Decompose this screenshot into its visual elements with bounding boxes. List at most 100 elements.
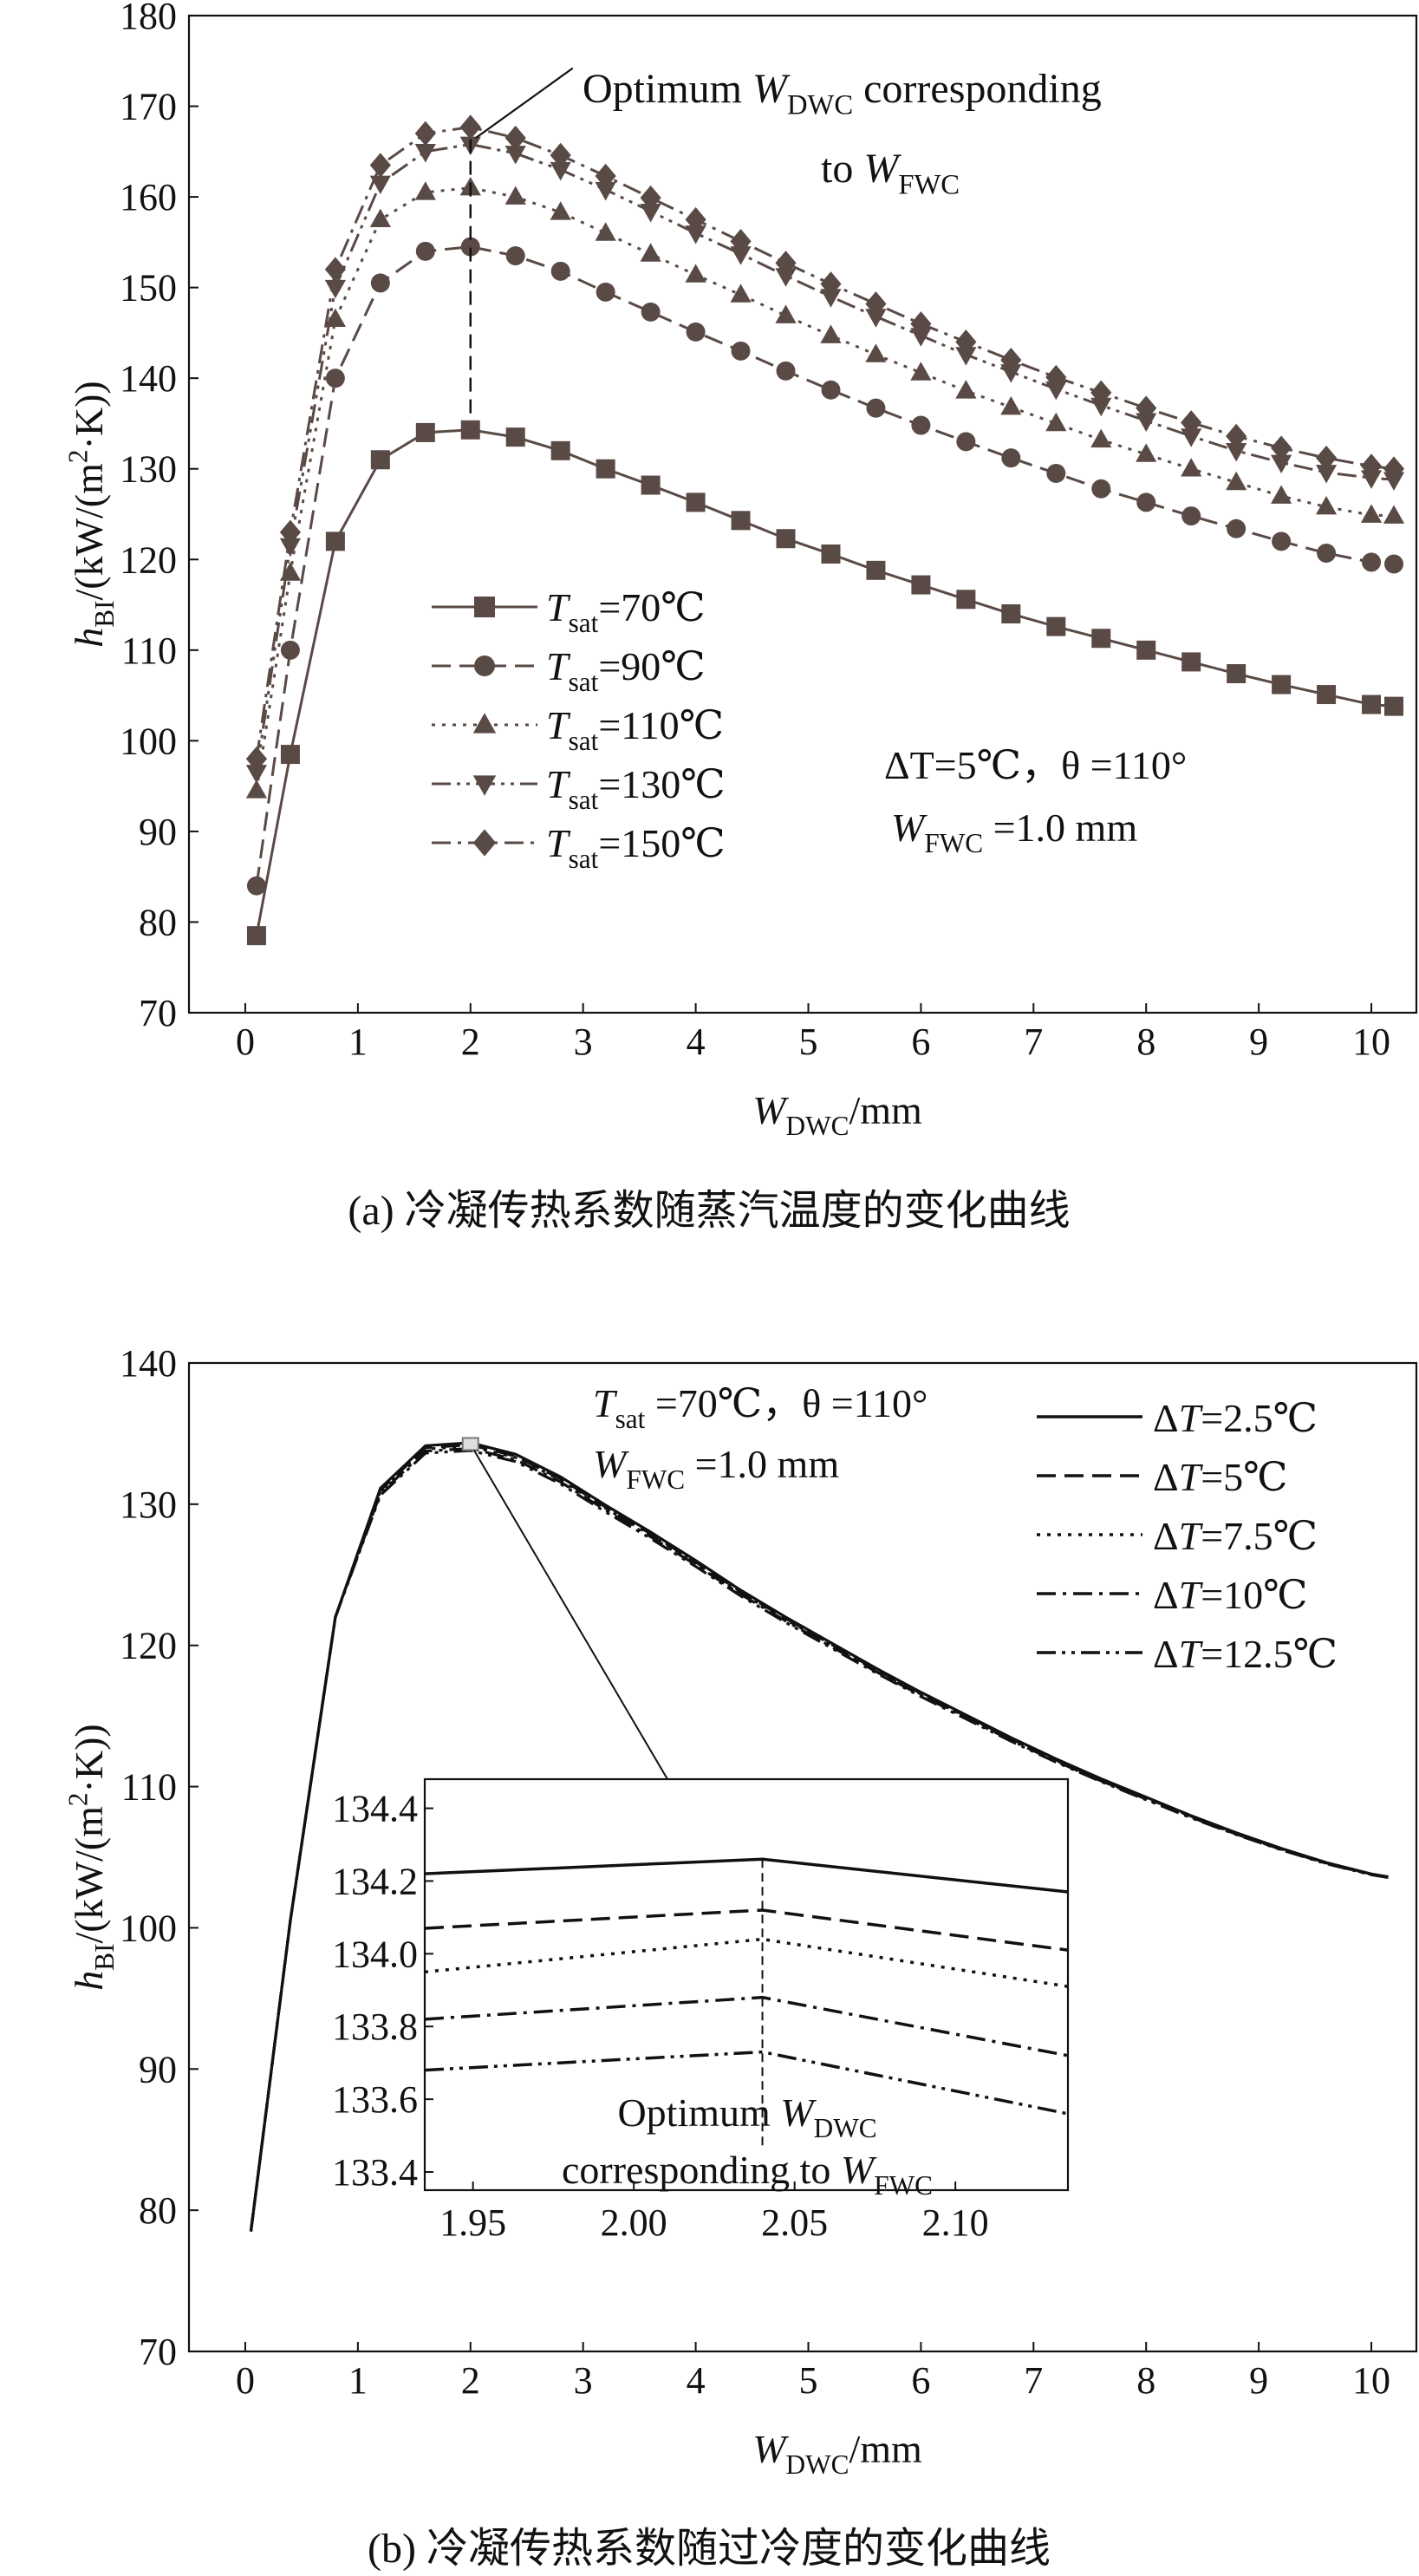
data-point-s1-12 [776, 361, 796, 381]
inset-annotation-2: corresponding to WFWC [562, 2148, 933, 2201]
x-tick-label: 6 [911, 1021, 930, 1063]
data-point-s4-8 [595, 163, 616, 189]
data-point-s3-21 [1181, 428, 1202, 447]
x-tick-label: 1 [348, 2359, 368, 2402]
y-tick-label: 80 [139, 2189, 177, 2232]
data-point-s4-20 [1136, 395, 1157, 421]
data-point-s1-14 [866, 398, 886, 418]
y-tick-label: 90 [139, 811, 177, 853]
data-point-s4-16 [955, 329, 977, 355]
annotation-text-2: to WFWC [821, 146, 960, 200]
data-point-s4-23 [1271, 435, 1292, 460]
data-point-s1-10 [686, 322, 706, 342]
data-point-s2-8 [595, 222, 616, 241]
data-point-s3-24 [1315, 465, 1338, 484]
data-point-s2-6 [504, 186, 526, 205]
inset-y-tick-label: 133.8 [332, 2005, 418, 2048]
data-point-s0-22 [1227, 664, 1247, 683]
inset-annotation-1: Optimum WDWC [617, 2090, 876, 2143]
data-point-s0-14 [866, 560, 886, 580]
data-point-s1-21 [1181, 506, 1201, 526]
data-point-s4-4 [414, 121, 436, 147]
data-point-s2-24 [1315, 495, 1338, 515]
data-point-s4-11 [730, 229, 752, 254]
data-point-s1-11 [731, 341, 751, 361]
data-point-s2-23 [1271, 485, 1292, 504]
inset-series-line-4 [424, 2050, 1069, 2116]
data-point-s1-19 [1091, 479, 1111, 499]
x-tick-label: 1 [348, 1021, 368, 1063]
data-point-s0-25 [1362, 695, 1382, 714]
inset-x-tick-label: 2.00 [601, 2201, 667, 2244]
data-point-s0-7 [550, 440, 570, 460]
data-point-s4-6 [504, 125, 526, 151]
x-tick-label: 0 [236, 2359, 255, 2402]
data-point-s2-9 [640, 243, 661, 262]
data-point-s0-23 [1272, 675, 1292, 695]
data-point-s4-7 [550, 142, 571, 168]
y-axis-label: hBI/(kW/(m2·K)) [63, 381, 120, 648]
data-point-s4-15 [910, 311, 932, 336]
data-point-s2-12 [775, 304, 797, 323]
data-point-s1-25 [1362, 552, 1382, 572]
data-point-s1-13 [821, 380, 841, 400]
data-point-s4-0 [245, 746, 268, 772]
data-point-s0-1 [280, 745, 300, 765]
series-line-3 [255, 142, 1395, 773]
data-point-s1-20 [1136, 492, 1156, 512]
data-point-s3-0 [245, 765, 268, 784]
data-point-s1-22 [1227, 518, 1247, 538]
data-point-s3-7 [550, 161, 571, 181]
y-tick-label: 180 [120, 0, 177, 37]
series-2-group [245, 176, 1405, 799]
legend-label-3: ΔT=10℃ [1153, 1573, 1308, 1617]
data-point-s1-1 [280, 640, 300, 660]
inset-series-line-3 [424, 1995, 1069, 2058]
y-tick-label: 140 [120, 1342, 177, 1385]
y-tick-label: 120 [120, 538, 177, 581]
y-tick-label: 170 [120, 86, 177, 128]
data-point-s4-14 [865, 291, 887, 316]
data-point-s2-13 [820, 324, 842, 343]
legend-label-0: ΔT=2.5℃ [1153, 1396, 1318, 1440]
data-point-s0-4 [415, 422, 435, 442]
data-point-s2-16 [955, 380, 977, 399]
inset-x-tick-label: 2.10 [922, 2201, 989, 2244]
data-point-s0-16 [956, 590, 976, 610]
data-point-s3-19 [1090, 397, 1112, 417]
inset-y-tick-label: 133.4 [332, 2151, 418, 2194]
data-point-s1-0 [246, 876, 266, 896]
x-tick-label: 0 [236, 1021, 255, 1063]
x-tick-label: 5 [798, 2359, 817, 2402]
y-tick-label: 80 [139, 901, 177, 943]
data-point-s0-19 [1091, 629, 1111, 649]
caption-b: (b) 冷凝传热系数随过冷度的变化曲线 [368, 2526, 1051, 2572]
data-point-s3-10 [685, 225, 706, 245]
data-point-s2-14 [865, 343, 887, 362]
data-point-s1-24 [1317, 543, 1337, 563]
x-tick-label: 10 [1352, 2359, 1390, 2402]
data-point-s4-26 [1383, 456, 1405, 482]
data-point-s0-0 [246, 926, 266, 946]
plot-frame [187, 14, 1418, 1014]
data-point-s4-13 [820, 271, 842, 297]
data-point-s1-3 [370, 273, 390, 293]
data-point-s4-1 [279, 519, 302, 545]
annotation-text-1: Optimum WDWC corresponding [583, 66, 1102, 121]
x-tick-label: 9 [1249, 2359, 1268, 2402]
data-point-s3-9 [640, 204, 661, 223]
data-point-s0-10 [686, 492, 706, 512]
x-axis-label: WDWC/mm [752, 2427, 922, 2480]
inset-x-tick-label: 1.95 [439, 2201, 506, 2244]
y-tick-label: 130 [120, 448, 177, 491]
data-point-s0-12 [776, 529, 796, 549]
x-tick-label: 7 [1024, 1021, 1043, 1063]
data-point-s3-8 [595, 181, 616, 201]
data-point-s3-18 [1045, 381, 1067, 401]
inset-y-tick-label: 134.4 [332, 1788, 418, 1830]
data-point-s4-12 [775, 251, 797, 276]
data-point-s1-17 [1001, 448, 1021, 468]
y-tick-label: 100 [120, 1907, 177, 1949]
data-point-s4-10 [685, 206, 706, 232]
